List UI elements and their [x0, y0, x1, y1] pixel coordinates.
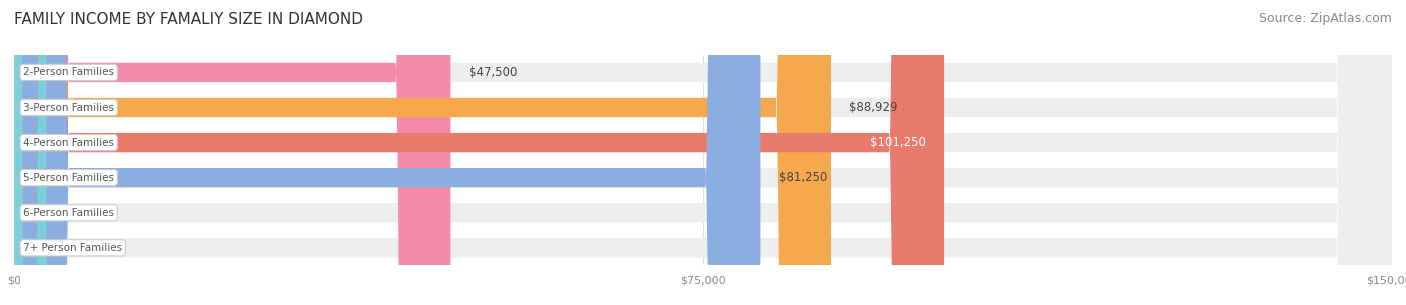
FancyBboxPatch shape — [14, 0, 450, 305]
Text: 6-Person Families: 6-Person Families — [24, 208, 114, 218]
Text: Source: ZipAtlas.com: Source: ZipAtlas.com — [1258, 12, 1392, 25]
Text: FAMILY INCOME BY FAMALIY SIZE IN DIAMOND: FAMILY INCOME BY FAMALIY SIZE IN DIAMOND — [14, 12, 363, 27]
FancyBboxPatch shape — [14, 0, 46, 305]
Text: 2-Person Families: 2-Person Families — [24, 67, 114, 77]
FancyBboxPatch shape — [14, 0, 945, 305]
Text: $0: $0 — [60, 241, 75, 254]
FancyBboxPatch shape — [14, 0, 1392, 305]
Text: $88,929: $88,929 — [849, 101, 898, 114]
FancyBboxPatch shape — [14, 0, 1392, 305]
Text: $0: $0 — [60, 206, 75, 219]
Text: 7+ Person Families: 7+ Person Families — [24, 243, 122, 253]
FancyBboxPatch shape — [14, 0, 761, 305]
Text: $47,500: $47,500 — [468, 66, 517, 79]
Text: 3-Person Families: 3-Person Families — [24, 102, 114, 113]
Text: 4-Person Families: 4-Person Families — [24, 138, 114, 148]
FancyBboxPatch shape — [14, 0, 1392, 305]
FancyBboxPatch shape — [14, 0, 1392, 305]
Text: $81,250: $81,250 — [779, 171, 827, 184]
Text: 5-Person Families: 5-Person Families — [24, 173, 114, 183]
FancyBboxPatch shape — [14, 0, 1392, 305]
FancyBboxPatch shape — [14, 0, 1392, 305]
Text: $101,250: $101,250 — [870, 136, 925, 149]
FancyBboxPatch shape — [14, 0, 46, 305]
FancyBboxPatch shape — [14, 0, 831, 305]
